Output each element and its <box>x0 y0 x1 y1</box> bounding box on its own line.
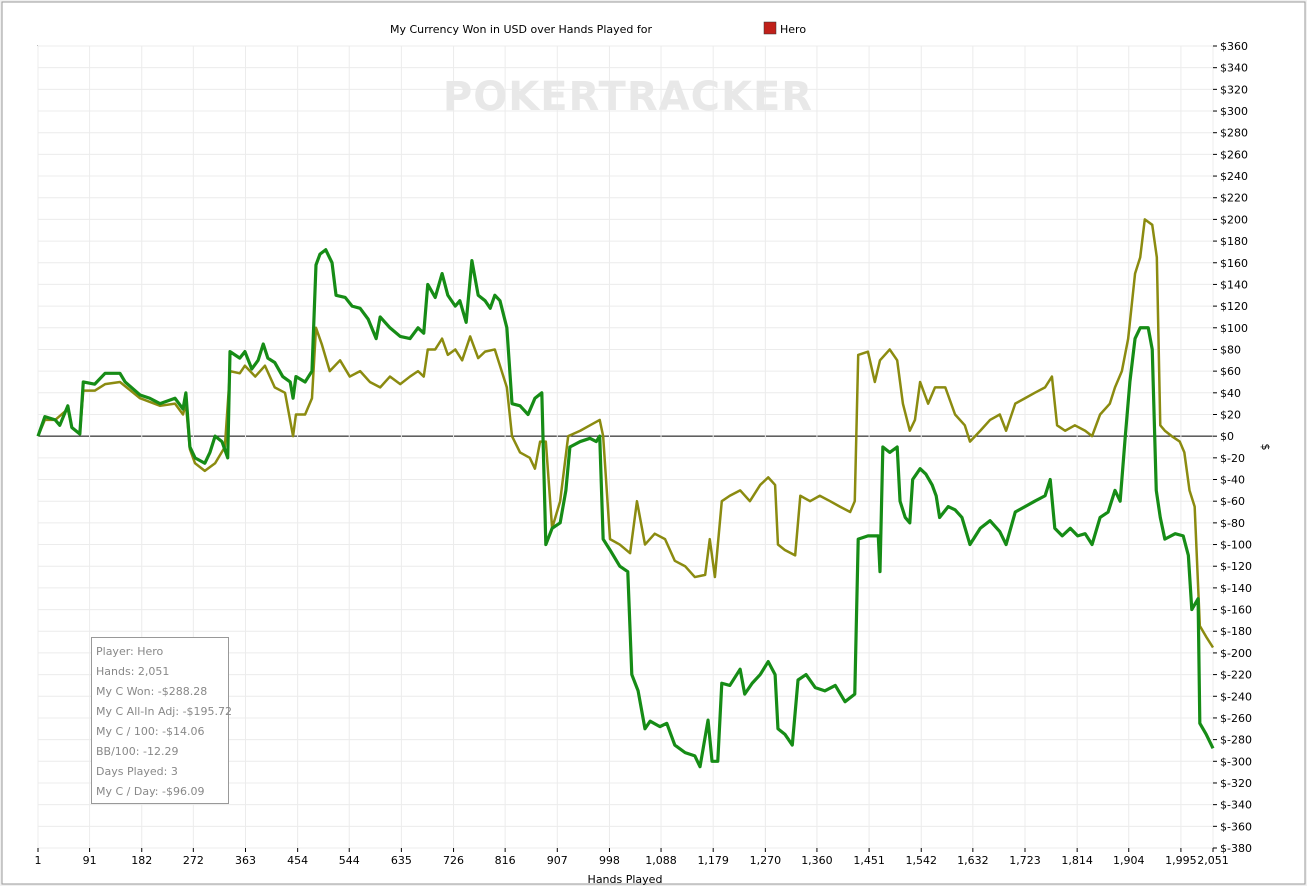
y-tick-label: $-140 <box>1220 582 1252 595</box>
y-tick-label: $0 <box>1220 430 1234 443</box>
x-tick-label: 998 <box>599 854 620 867</box>
y-tick-label: $360 <box>1220 40 1248 53</box>
y-tick-label: $180 <box>1220 235 1248 248</box>
y-tick-label: $-220 <box>1220 669 1252 682</box>
x-tick-label: 363 <box>235 854 256 867</box>
y-tick-label: $-160 <box>1220 604 1252 617</box>
lines <box>36 218 1215 769</box>
y-tick-label: $140 <box>1220 278 1248 291</box>
y-tick-label: $-100 <box>1220 539 1252 552</box>
x-axis-label: Hands Played <box>588 873 663 886</box>
x-tick-label: 2,051 <box>1197 854 1229 867</box>
x-tick-label: 1,088 <box>645 854 677 867</box>
y-tick-label: $-240 <box>1220 690 1252 703</box>
y-tick-label: $-280 <box>1220 734 1252 747</box>
stats-line: BB/100: -12.29 <box>96 745 179 758</box>
x-tick-label: 1,451 <box>853 854 885 867</box>
series-line <box>36 218 1215 649</box>
x-tick-label: 1,814 <box>1061 854 1093 867</box>
y-tick-label: $-300 <box>1220 755 1252 768</box>
y-tick-label: $-20 <box>1220 452 1245 465</box>
x-tick-label: 1,179 <box>697 854 729 867</box>
stats-line: Player: Hero <box>96 645 164 658</box>
stats-line: My C Won: -$288.28 <box>96 685 208 698</box>
y-tick-label: $260 <box>1220 148 1248 161</box>
y-axis-label: $ <box>1259 444 1272 451</box>
x-tick-label: 544 <box>339 854 360 867</box>
x-tick-label: 1,723 <box>1009 854 1041 867</box>
y-tick-label: $-260 <box>1220 712 1252 725</box>
series-line <box>36 248 1215 769</box>
grid <box>37 45 1214 849</box>
x-tick-label: 1,360 <box>801 854 833 867</box>
y-tick-label: $320 <box>1220 83 1248 96</box>
plot-area <box>37 45 1214 849</box>
x-tick-label: 1,632 <box>957 854 989 867</box>
y-tick-label: $200 <box>1220 213 1248 226</box>
y-tick-label: $-200 <box>1220 647 1252 660</box>
y-tick-label: $80 <box>1220 343 1241 356</box>
x-tick-label: 1,542 <box>906 854 938 867</box>
y-tick-label: $-40 <box>1220 474 1245 487</box>
y-tick-label: $-340 <box>1220 799 1252 812</box>
x-tick-label: 272 <box>183 854 204 867</box>
x-tick-label: 454 <box>287 854 308 867</box>
y-tick-label: $20 <box>1220 408 1241 421</box>
x-tick-label: 635 <box>391 854 412 867</box>
y-tick-label: $-180 <box>1220 625 1252 638</box>
y-tick-label: $240 <box>1220 170 1248 183</box>
x-tick-label: 907 <box>547 854 568 867</box>
chart-title: My Currency Won in USD over Hands Played… <box>390 23 653 36</box>
y-tick-label: $120 <box>1220 300 1248 313</box>
y-tick-label: $280 <box>1220 127 1248 140</box>
x-tick-label: 1 <box>35 854 42 867</box>
y-tick-label: $220 <box>1220 192 1248 205</box>
y-tick-label: $60 <box>1220 365 1241 378</box>
y-tick-label: $340 <box>1220 62 1248 75</box>
stats-line: Hands: 2,051 <box>96 665 170 678</box>
x-tick-label: 1,270 <box>750 854 782 867</box>
stats-line: My C / 100: -$14.06 <box>96 725 205 738</box>
y-tick-label: $100 <box>1220 322 1248 335</box>
x-tick-label: 1,904 <box>1113 854 1145 867</box>
x-tick-label: 182 <box>131 854 152 867</box>
y-tick-label: $160 <box>1220 257 1248 270</box>
x-tick-label: 726 <box>443 854 464 867</box>
y-tick-label: $-80 <box>1220 517 1245 530</box>
x-tick-label: 1,995 <box>1165 854 1197 867</box>
chart-title-player: Hero <box>780 23 806 36</box>
player-icon <box>763 21 777 35</box>
y-tick-label: $-320 <box>1220 777 1252 790</box>
y-tick-label: $-380 <box>1220 842 1252 855</box>
watermark: POKERTRACKER <box>443 74 813 120</box>
stats-box: Player: Hero Hands: 2,051 My C Won: -$288.… <box>91 637 233 804</box>
stats-line: My C / Day: -$96.09 <box>96 785 205 798</box>
y-tick-label: $300 <box>1220 105 1248 118</box>
y-tick-label: $-360 <box>1220 820 1252 833</box>
x-tick-label: 816 <box>495 854 516 867</box>
ticks: $360 $340 $320 $300 $280 $260 $240 $220 $200 $180… <box>35 40 1252 867</box>
x-tick-label: 91 <box>83 854 97 867</box>
stats-line: My C All-In Adj: -$195.72 <box>96 705 233 718</box>
stats-line: Days Played: 3 <box>96 765 178 778</box>
y-tick-label: $-60 <box>1220 495 1245 508</box>
y-tick-label: $-120 <box>1220 560 1252 573</box>
y-tick-label: $40 <box>1220 387 1241 400</box>
